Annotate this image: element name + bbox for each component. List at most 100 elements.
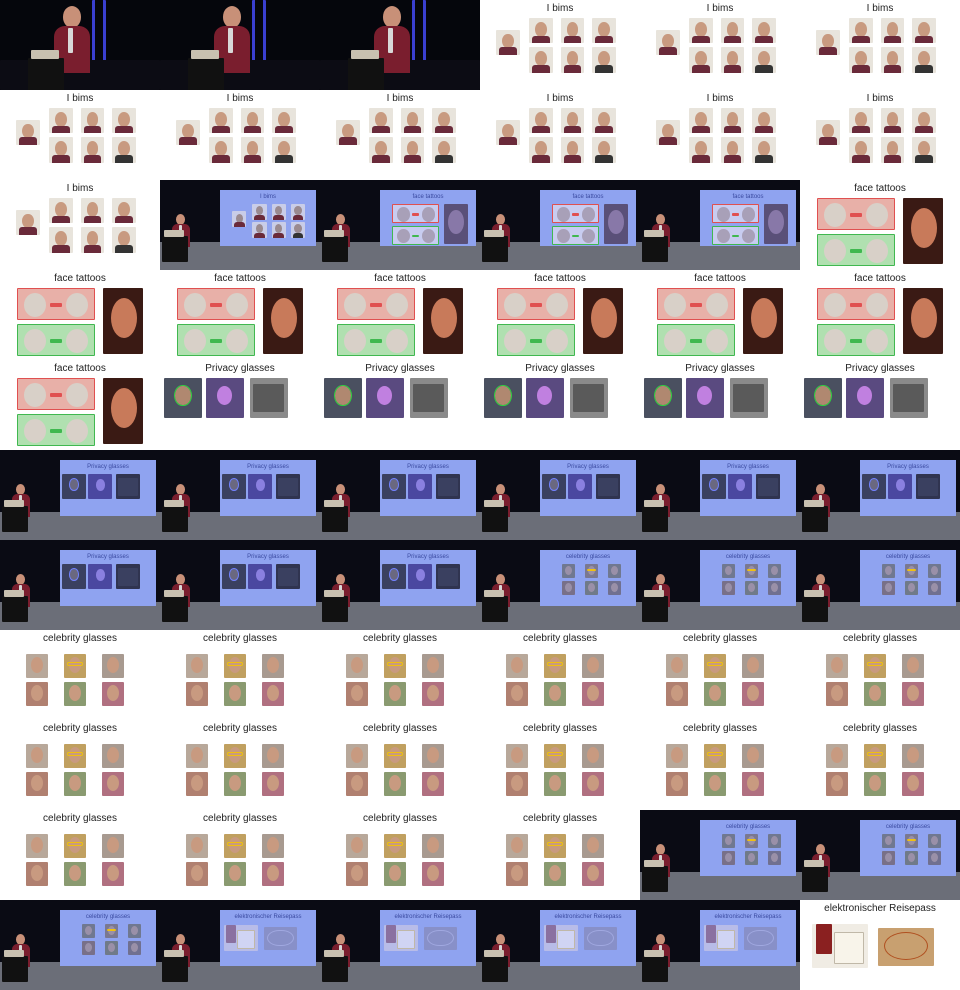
celebrity-photo	[882, 834, 896, 849]
stage-truss	[412, 0, 426, 90]
face-photo	[535, 111, 547, 127]
cartoon-face	[866, 293, 888, 317]
slide-title: Privacy glasses	[525, 363, 595, 374]
photo-thumbnail	[240, 108, 265, 134]
projector-screen: Privacy glasses	[380, 460, 476, 516]
shirt	[52, 215, 70, 224]
celebrity-photo	[904, 834, 918, 849]
photo-thumbnail	[369, 137, 393, 163]
shirt	[243, 125, 262, 134]
face	[885, 582, 893, 593]
video-frame: celebrity glasses	[0, 630, 160, 720]
face	[427, 685, 439, 701]
celebrity-photo	[422, 744, 444, 768]
screen-title: elektronischer Reisepass	[714, 914, 782, 920]
webcam-frame-glare	[888, 474, 913, 500]
face	[351, 837, 363, 853]
face	[107, 775, 119, 791]
celebrity-photo	[262, 862, 284, 886]
shirt	[883, 125, 902, 134]
face	[267, 657, 279, 673]
ir-camera-frame	[409, 378, 448, 418]
laptop	[324, 590, 344, 597]
celebrity-photo	[882, 564, 896, 579]
celebrity-photo	[704, 682, 726, 706]
passport-illustration	[224, 924, 258, 952]
projector-screen: celebrity glasses	[860, 550, 956, 606]
shirt	[83, 125, 102, 134]
celebrity-photo	[346, 834, 368, 858]
face-glare	[697, 385, 713, 405]
shirt	[754, 125, 773, 134]
comparison-panel	[177, 288, 255, 320]
face	[427, 865, 439, 881]
face-photo	[855, 21, 867, 37]
shirt	[532, 65, 550, 73]
celebrity-photo	[262, 772, 284, 796]
face-photo	[117, 111, 130, 127]
face	[85, 942, 93, 953]
face	[511, 775, 523, 791]
celebrity-photo	[127, 940, 141, 956]
photo-thumbnail	[880, 108, 905, 134]
screen-title: elektronischer Reisepass	[234, 914, 302, 920]
passport-page	[717, 929, 736, 949]
cartoon-face	[66, 293, 88, 317]
lectern	[482, 500, 508, 532]
painted-face	[911, 208, 937, 248]
lanyard	[388, 27, 394, 53]
video-frame: Privacy glasses	[320, 540, 480, 630]
face-glare	[95, 478, 106, 491]
face-photo	[294, 206, 302, 216]
face	[770, 582, 778, 593]
ir-noise	[918, 477, 938, 496]
slide-title: celebrity glasses	[203, 813, 277, 824]
screen-title: face tattoos	[732, 194, 764, 200]
face	[267, 865, 279, 881]
lectern	[322, 500, 348, 532]
cartoon-face	[66, 419, 88, 443]
video-frame: elektronischer Reisepass	[320, 900, 480, 990]
tattoo-face-photo	[603, 204, 628, 244]
cartoon-face	[421, 228, 435, 244]
cartoon-face	[504, 293, 526, 317]
celebrity-photo	[346, 654, 368, 678]
slide-title: I bims	[546, 3, 574, 14]
arrow-marker	[50, 429, 62, 433]
shirt	[254, 214, 265, 220]
photo-thumbnail	[290, 204, 306, 220]
celebrity-photo	[506, 654, 528, 678]
face	[191, 657, 203, 673]
photo-thumbnail	[912, 108, 936, 134]
shirt	[274, 155, 293, 163]
cartoon-face	[556, 207, 570, 222]
speaker-head	[816, 574, 826, 585]
painted-face	[448, 210, 464, 234]
face-photo	[275, 224, 283, 234]
detection-box	[228, 478, 240, 492]
face-photo	[55, 201, 67, 217]
webcam-frame	[324, 378, 362, 418]
screen-title: Privacy glasses	[87, 464, 129, 470]
celebrity-photo	[506, 682, 528, 706]
yellow-glasses	[67, 752, 83, 756]
face	[565, 582, 573, 593]
detection-box	[388, 478, 400, 492]
face	[747, 775, 759, 791]
laptop	[644, 950, 664, 957]
shirt	[852, 35, 870, 44]
photo-thumbnail	[112, 227, 136, 253]
speaker-head	[656, 214, 666, 225]
face	[427, 837, 439, 853]
celebrity-photo	[722, 850, 736, 866]
cartoon-face	[706, 293, 728, 317]
screen-title: elektronischer Reisepass	[394, 914, 462, 920]
face-photo	[437, 141, 450, 156]
antenna-coil	[587, 929, 614, 947]
video-frame: celebrity glasses	[160, 630, 320, 720]
celebrity-photo	[26, 772, 48, 796]
slide-title: I bims	[866, 3, 894, 14]
video-frame: celebrity glasses	[320, 720, 480, 810]
celebrity-photo	[102, 862, 124, 886]
shirt	[563, 65, 582, 73]
